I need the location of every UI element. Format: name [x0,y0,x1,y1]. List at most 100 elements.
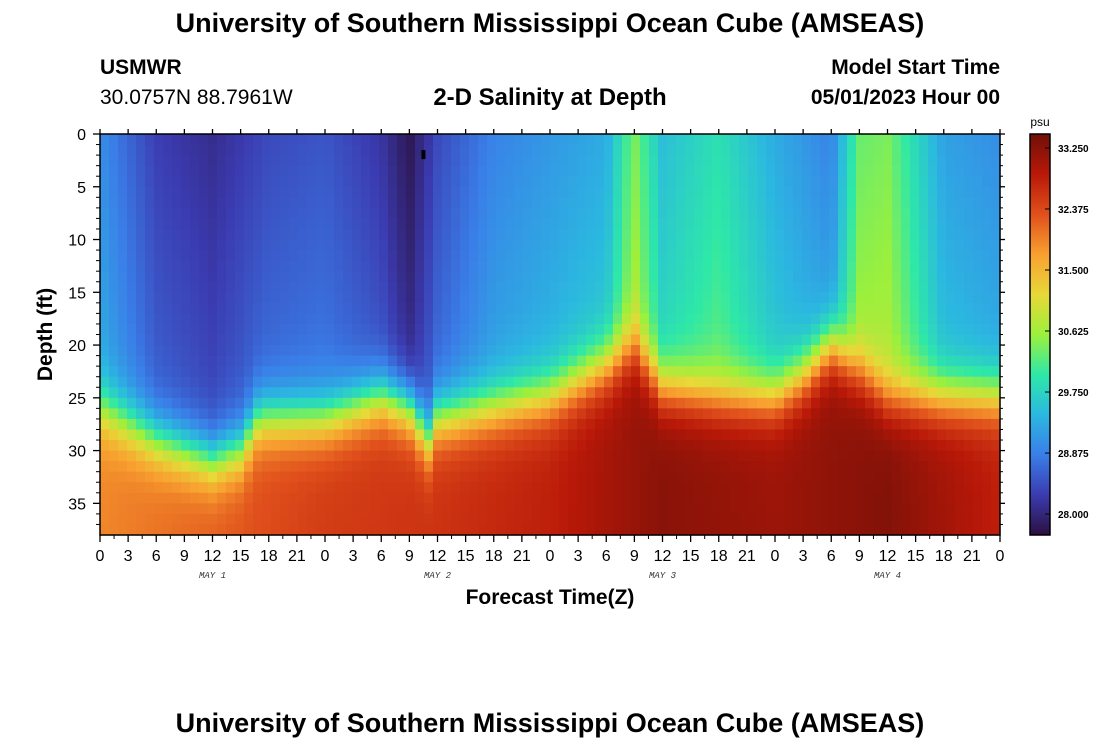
heatmap-cell [901,313,911,325]
heatmap-cell [874,165,884,177]
heatmap-cell [505,524,515,536]
heatmap-cell [145,355,155,367]
heatmap-cell [352,334,362,346]
heatmap-cell [217,492,227,504]
heatmap-cell [370,503,380,515]
heatmap-cell [199,323,209,336]
heatmap-cell [379,418,389,431]
heatmap-cell [901,524,911,536]
heatmap-cell [856,440,866,452]
heatmap-cell [100,260,110,272]
heatmap-cell [199,334,209,346]
heatmap-cell [289,218,299,230]
heatmap-cell [865,408,875,420]
heatmap-cell [919,492,929,504]
x-tick-label: 21 [288,548,306,565]
heatmap-cell [982,471,992,483]
heatmap-cell [550,313,560,325]
heatmap-cell [559,281,569,293]
heatmap-cell [361,376,371,388]
heatmap-cell [793,302,803,314]
heatmap-cell [892,260,902,272]
heatmap-cell [550,260,560,272]
heatmap-cell [559,513,569,526]
heatmap-cell [802,429,812,441]
heatmap-cell [352,397,362,409]
heatmap-cell [235,376,245,388]
heatmap-cell [928,408,938,420]
heatmap-cell [622,345,632,357]
heatmap-cell [694,155,704,167]
heatmap-cell [757,144,767,156]
heatmap-cell [721,366,731,378]
heatmap-cell [109,440,119,452]
heatmap-cell [388,260,398,272]
heatmap-cell [388,302,398,314]
heatmap-cell [298,197,308,209]
heatmap-cell [460,292,470,304]
heatmap-cell [775,482,785,494]
heatmap-cell [793,165,803,177]
heatmap-cell [685,281,695,293]
heatmap-cell [496,366,506,378]
heatmap-cell [694,207,704,220]
heatmap-cell [685,503,695,515]
heatmap-cell [577,144,587,156]
heatmap-cell [280,144,290,156]
heatmap-cell [217,513,227,526]
heatmap-cell [946,376,956,388]
heatmap-cell [514,165,524,177]
heatmap-cell [856,281,866,293]
heatmap-cell [190,302,200,314]
heatmap-cell [964,228,974,241]
heatmap-cell [397,197,407,209]
heatmap-cell [145,492,155,504]
heatmap-cell [748,207,758,220]
heatmap-cell [919,250,929,262]
heatmap-cell [154,271,164,283]
heatmap-cell [289,155,299,167]
heatmap-cell [784,408,794,420]
heatmap-cell [658,165,668,177]
heatmap-cell [604,366,614,378]
heatmap-cell [163,387,173,399]
heatmap-cell [532,186,542,198]
heatmap-cell [118,292,128,304]
heatmap-cell [451,271,461,283]
heatmap-cell [685,155,695,167]
heatmap-cell [244,228,254,241]
heatmap-cell [433,186,443,198]
heatmap-cell [658,292,668,304]
heatmap-cell [235,155,245,167]
heatmap-cell [262,366,272,378]
heatmap-cell [946,513,956,526]
heatmap-cell [703,144,713,156]
heatmap-cell [667,250,677,262]
heatmap-cell [127,197,137,209]
heatmap-cell [685,134,695,146]
heatmap-cell [919,408,929,420]
heatmap-cell [532,218,542,230]
heatmap-cell [208,376,218,388]
heatmap-cell [325,323,335,336]
heatmap-cell [217,334,227,346]
heatmap-cell [577,461,587,473]
heatmap-cell [928,366,938,378]
heatmap-cell [235,239,245,251]
heatmap-cell [154,418,164,431]
heatmap-cell [721,155,731,167]
heatmap-cell [802,492,812,504]
heatmap-cell [829,176,839,188]
heatmap-cell [136,492,146,504]
heatmap-cell [973,513,983,526]
heatmap-cell [640,155,650,167]
heatmap-cell [829,144,839,156]
heatmap-cell [946,313,956,325]
heatmap-cell [559,134,569,146]
heatmap-cell [352,313,362,325]
heatmap-cell [478,250,488,262]
heatmap-cell [253,207,263,220]
heatmap-cell [460,323,470,336]
heatmap-cell [883,260,893,272]
heatmap-cell [622,503,632,515]
